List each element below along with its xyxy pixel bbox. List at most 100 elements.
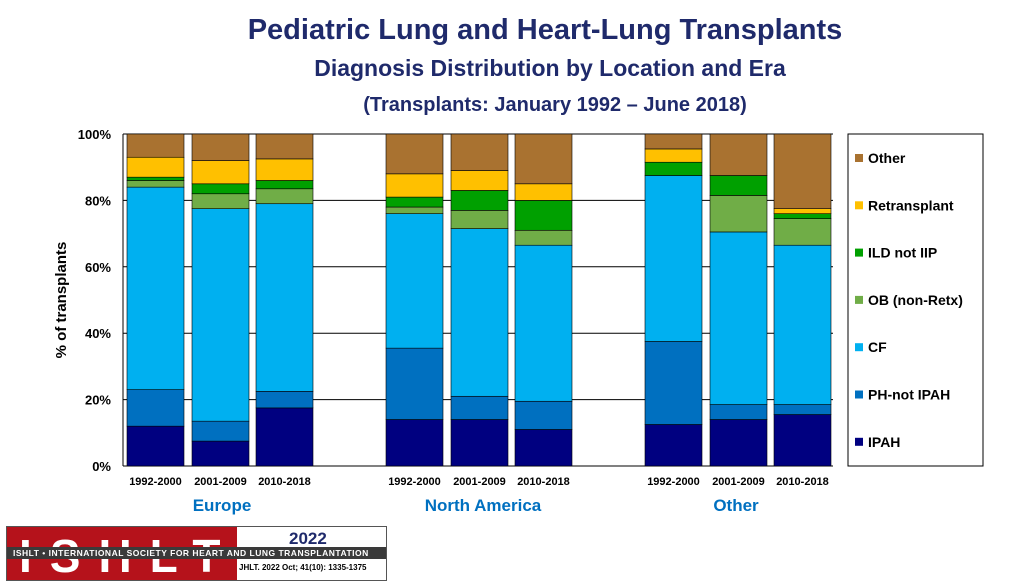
bar-segment [644,341,703,425]
bar-segment [255,390,314,409]
bar-segment [255,133,314,160]
legend-label: PH-not IPAH [868,387,950,403]
x-tick-label: 2001-2009 [194,476,247,488]
bar-segment [191,440,250,467]
bar-segment [191,160,250,185]
bar-segment [709,231,768,405]
legend-label: Other [868,150,906,166]
journal-citation: JHLT. 2022 Oct; 41(10): 1335-1375 [239,563,367,572]
logo-band-text: ISHLT • INTERNATIONAL SOCIETY FOR HEART … [7,547,386,559]
logo-year: 2022 [289,529,327,548]
bar-segment [644,424,703,467]
x-tick-label: 2010-2018 [258,476,311,488]
bar-segment [385,419,444,467]
bar-segment [450,133,509,171]
x-tick-label: 2001-2009 [453,476,506,488]
bar-segment [773,213,832,219]
group-label: North America [425,496,542,515]
bar-segment [709,419,768,467]
legend-swatch [855,437,863,446]
chart-title: Pediatric Lung and Heart-Lung Transplant… [247,14,843,46]
y-axis-label: % of transplants [53,242,70,359]
bar-segment [450,419,509,467]
legend-label: Retransplant [868,197,954,213]
bar-segment [514,400,573,430]
legend-label: CF [868,339,887,355]
bar-segment [644,148,703,163]
chart-subtitle: Diagnosis Distribution by Location and E… [314,55,786,81]
bar-segment [514,244,573,402]
bar-segment [126,186,185,390]
bar-segment [385,347,444,420]
bar-segment [773,218,832,246]
bar-segment [773,414,832,467]
bar-segment [450,228,509,397]
bar-segment [450,190,509,211]
group-label: Europe [193,496,252,515]
x-tick-label: 2001-2009 [712,476,765,488]
bar-segment [126,156,185,178]
bar-segment [191,183,250,195]
bar-segment [514,229,573,246]
y-tick-label: 60% [85,260,111,275]
bar-segment [773,208,832,214]
legend-swatch [855,154,863,162]
legend-label: IPAH [868,434,900,450]
ishlt-logo: ISHLT ISHLT • INTERNATIONAL SOCIETY FOR … [6,526,387,581]
bar-segment [773,244,832,405]
bar-segment [514,183,573,201]
legend-swatch [855,248,863,257]
bar-segment [255,180,314,190]
bar-segment [450,170,509,191]
bar-segment [385,196,444,208]
bar-segment [450,395,509,420]
bar-segment [773,404,832,415]
legend-swatch [855,201,863,210]
y-tick-label: 40% [85,326,111,341]
bar-segment [191,208,250,422]
bar-segment [385,173,444,198]
legend-box [847,133,984,467]
x-tick-label: 1992-2000 [388,476,441,488]
bar-segment [191,133,250,161]
bar-segment [126,425,185,467]
bar-segment [514,200,573,231]
bar-segment [255,188,314,205]
bar-segment [514,429,573,467]
x-tick-label: 2010-2018 [776,476,829,488]
legend-label: OB (non-Retx) [868,292,963,308]
bar-segment [514,133,573,185]
group-label: Other [713,496,759,515]
y-tick-label: 100% [78,127,112,142]
y-tick-label: 20% [85,393,111,408]
bar-segment [709,195,768,233]
bar-segment [191,420,250,442]
bar-segment [126,176,185,181]
bar-segment [255,203,314,392]
bar-segment [126,180,185,188]
bar-segment [191,193,250,209]
legend-swatch [855,343,863,352]
bar-segment [709,133,768,176]
bar-segment [126,389,185,427]
bar-segment [385,213,444,349]
y-tick-label: 80% [85,193,111,208]
legend-swatch [855,390,863,399]
y-tick-label: 0% [92,459,111,474]
x-tick-label: 1992-2000 [647,476,700,488]
bar-segment [450,210,509,229]
legend-label: ILD not IIP [868,245,937,261]
chart-date-range: (Transplants: January 1992 – June 2018) [363,94,747,116]
bar-segment [385,133,444,175]
x-tick-label: 2010-2018 [517,476,570,488]
bar-segment [644,133,703,150]
stacked-bar-chart: 0% 20% 40% 60% 80% 100% % of transplants 1992-2… [53,127,984,515]
bar-segment [709,404,768,420]
x-tick-label: 1992-2000 [129,476,182,488]
bar-segment [773,133,832,209]
legend-swatch [855,295,863,304]
bar-segment [709,175,768,196]
bar-segment [255,407,314,467]
bar-segment [644,161,703,176]
bar-segment [644,175,703,342]
